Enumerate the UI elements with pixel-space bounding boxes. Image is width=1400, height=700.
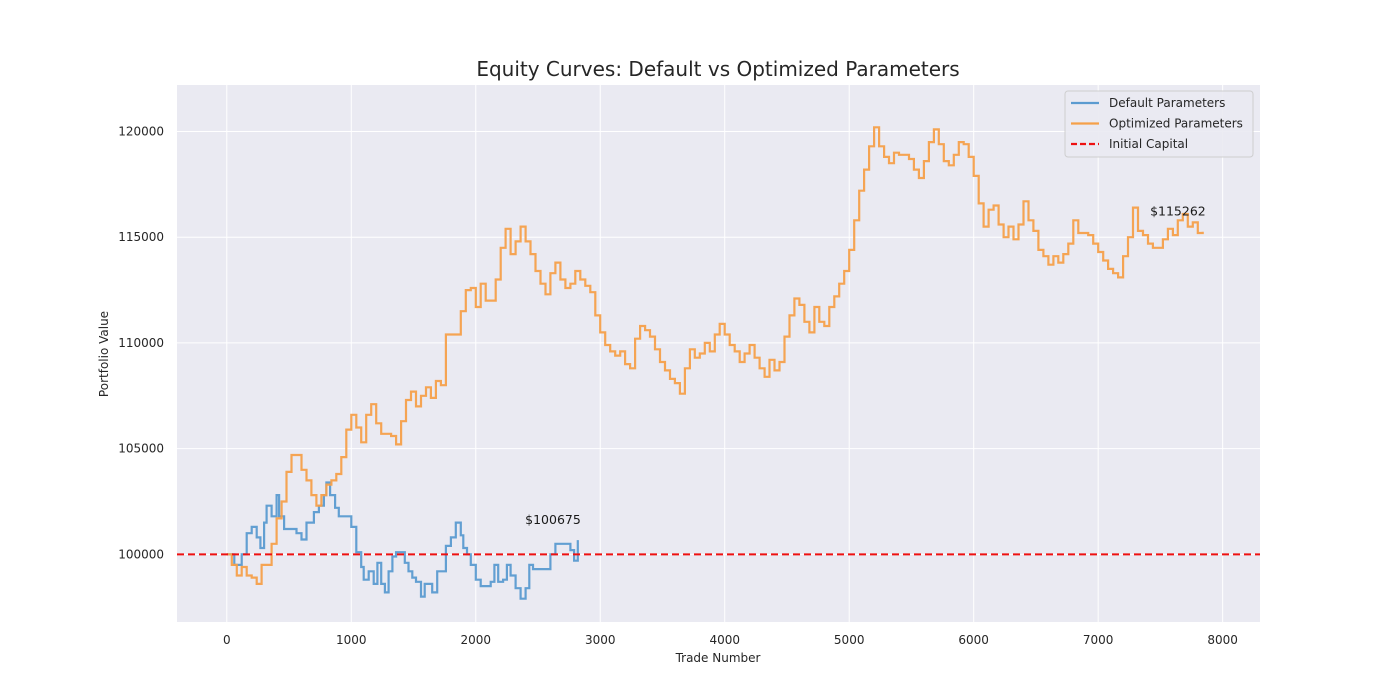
x-tick-label: 6000 (958, 633, 989, 647)
legend-label: Default Parameters (1109, 96, 1225, 110)
y-axis-label: Portfolio Value (97, 311, 111, 397)
x-tick-label: 7000 (1083, 633, 1114, 647)
legend-label: Initial Capital (1109, 137, 1188, 151)
x-tick-label: 0 (223, 633, 231, 647)
legend-box (1064, 90, 1254, 158)
series-lines (177, 126, 1260, 600)
plot-area (177, 85, 1260, 622)
y-tick-label: 105000 (118, 442, 164, 456)
final-value-annotations: $100675 $115262 (525, 204, 1206, 527)
final-value-label: $115262 (1150, 204, 1206, 219)
x-tick-label: 4000 (709, 633, 740, 647)
series-line-default-parameters (226, 481, 579, 600)
legend: Default Parameters Optimized Parameters In… (1064, 90, 1254, 158)
series-line-optimized-parameters (226, 126, 1204, 585)
y-tick-label: 115000 (118, 230, 164, 244)
x-axis-label: Trade Number (675, 651, 761, 665)
legend-label: Optimized Parameters (1109, 117, 1243, 131)
y-tick-label: 110000 (118, 336, 164, 350)
x-tick-label: 1000 (336, 633, 367, 647)
y-tick-label: 120000 (118, 125, 164, 139)
tick-labels: 0 1000 2000 3000 4000 5000 6000 7000 8000 100000 1… (118, 125, 1238, 647)
x-tick-label: 5000 (834, 633, 865, 647)
x-tick-label: 3000 (585, 633, 616, 647)
x-tick-label: 8000 (1207, 633, 1238, 647)
x-tick-label: 2000 (460, 633, 491, 647)
y-tick-label: 100000 (118, 547, 164, 561)
chart-title: Equity Curves: Default vs Optimized Para… (476, 57, 959, 81)
final-value-label: $100675 (525, 512, 581, 527)
